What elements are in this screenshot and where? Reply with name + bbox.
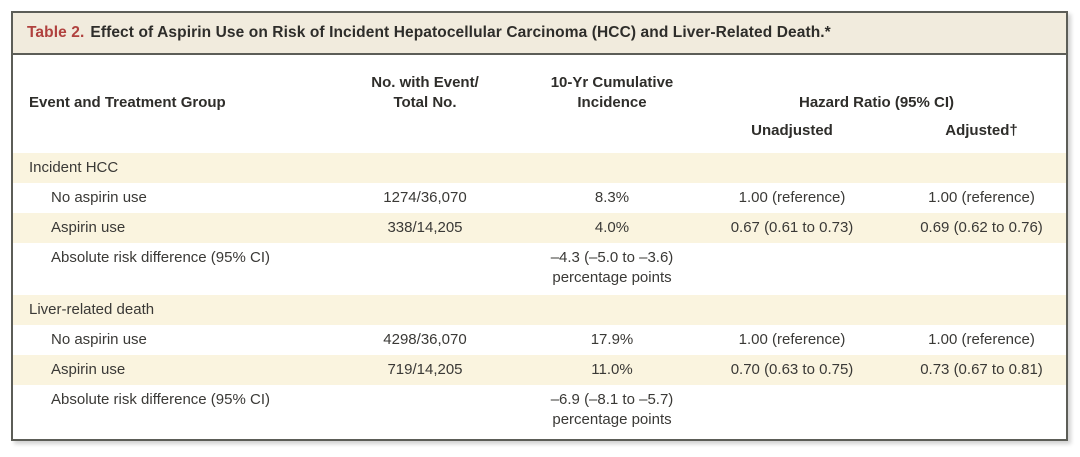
hr-adjusted-cell: 1.00 (reference) — [928, 189, 1035, 206]
empty-cell — [313, 385, 537, 437]
hr-adjusted-cell: 1.00 (reference) — [928, 331, 1035, 348]
section-label: Liver-related death — [29, 301, 155, 318]
incidence-cell: 4.0% — [594, 219, 630, 236]
empty-cell — [313, 243, 537, 295]
data-table: Event and Treatment Group No. with Event… — [13, 55, 1067, 439]
section-row-liver-related-death: Liver-related death — [13, 295, 1067, 325]
section-label: Incident HCC — [29, 159, 119, 176]
incidence-cell: –6.9 (–8.1 to –5.7) percentage points — [537, 385, 687, 437]
table-header: Event and Treatment Group No. with Event… — [13, 55, 1066, 153]
hr-unadjusted-cell: 1.00 (reference) — [738, 189, 846, 206]
incidence-cell: 17.9% — [590, 331, 634, 348]
header-spacer-1 — [13, 115, 313, 153]
table-title-bar: Table 2. Effect of Aspirin Use on Risk o… — [13, 13, 1066, 55]
incidence-cell: 8.3% — [594, 189, 630, 206]
header-spacer-2 — [313, 115, 537, 153]
header-cumulative-incidence-line1: 10-Yr Cumulative — [550, 74, 674, 91]
table-number: Table 2. — [27, 24, 85, 41]
header-cumulative-incidence-line2: Incidence — [577, 94, 647, 111]
row-death-aspirin: Aspirin use 719/14,205 11.0% 0.70 (0.63 … — [13, 355, 1067, 385]
table-title-text: Effect of Aspirin Use on Risk of Inciden… — [90, 24, 831, 41]
header-adjusted: Adjusted† — [945, 122, 1018, 139]
hr-unadjusted-cell: 0.67 (0.61 to 0.73) — [730, 219, 854, 236]
risk-difference-unit: percentage points — [552, 269, 672, 286]
risk-difference-value: –4.3 (–5.0 to –3.6) — [550, 249, 674, 266]
row-hcc-no-aspirin: No aspirin use 1274/36,070 8.3% 1.00 (re… — [13, 183, 1066, 213]
table-card: Table 2. Effect of Aspirin Use on Risk o… — [11, 11, 1068, 441]
hr-adjusted-cell: 0.69 (0.62 to 0.76) — [920, 219, 1043, 236]
section-row-incident-hcc: Incident HCC — [13, 153, 1067, 183]
empty-cell — [897, 385, 1066, 437]
header-row-main: Event and Treatment Group No. with Event… — [13, 55, 1066, 115]
hr-unadjusted-cell: 0.70 (0.63 to 0.75) — [730, 361, 854, 378]
header-event-treatment-group: Event and Treatment Group — [29, 94, 226, 111]
incidence-cell: –4.3 (–5.0 to –3.6) percentage points — [537, 243, 687, 295]
row-hcc-aspirin: Aspirin use 338/14,205 4.0% 0.67 (0.61 t… — [13, 213, 1067, 243]
empty-cell — [687, 385, 897, 437]
events-cell: 338/14,205 — [387, 219, 463, 236]
row-label: Aspirin use — [51, 219, 126, 236]
row-death-risk-difference: Absolute risk difference (95% CI) –6.9 (… — [13, 385, 1066, 437]
risk-difference-value: –6.9 (–8.1 to –5.7) — [550, 391, 674, 408]
header-no-with-event-line2: Total No. — [393, 94, 457, 111]
empty-cell — [897, 243, 1066, 295]
header-unadjusted: Unadjusted — [751, 122, 833, 139]
header-row-sub: Unadjusted Adjusted† — [13, 115, 1066, 153]
header-no-with-event: No. with Event/ Total No. — [313, 55, 537, 115]
row-label: Absolute risk difference (95% CI) — [51, 391, 270, 408]
events-cell: 719/14,205 — [387, 361, 463, 378]
empty-cell — [687, 243, 897, 295]
table-body: Incident HCC No aspirin use 1274/36,070 … — [13, 153, 1067, 437]
row-hcc-risk-difference: Absolute risk difference (95% CI) –4.3 (… — [13, 243, 1066, 295]
row-label: No aspirin use — [51, 189, 147, 206]
row-label: No aspirin use — [51, 331, 147, 348]
incidence-cell: 11.0% — [591, 361, 633, 378]
hr-adjusted-cell: 0.73 (0.67 to 0.81) — [920, 361, 1043, 378]
header-hazard-ratio-group: Hazard Ratio (95% CI) — [798, 94, 955, 111]
row-label: Aspirin use — [51, 361, 126, 378]
risk-difference-unit: percentage points — [552, 411, 672, 428]
header-spacer-3 — [537, 115, 687, 153]
events-cell: 4298/36,070 — [383, 331, 467, 348]
row-death-no-aspirin: No aspirin use 4298/36,070 17.9% 1.00 (r… — [13, 325, 1066, 355]
header-cumulative-incidence: 10-Yr Cumulative Incidence — [537, 55, 687, 115]
hr-unadjusted-cell: 1.00 (reference) — [738, 331, 846, 348]
header-no-with-event-line1: No. with Event/ — [371, 74, 479, 91]
row-label: Absolute risk difference (95% CI) — [51, 249, 270, 266]
events-cell: 1274/36,070 — [383, 189, 467, 206]
